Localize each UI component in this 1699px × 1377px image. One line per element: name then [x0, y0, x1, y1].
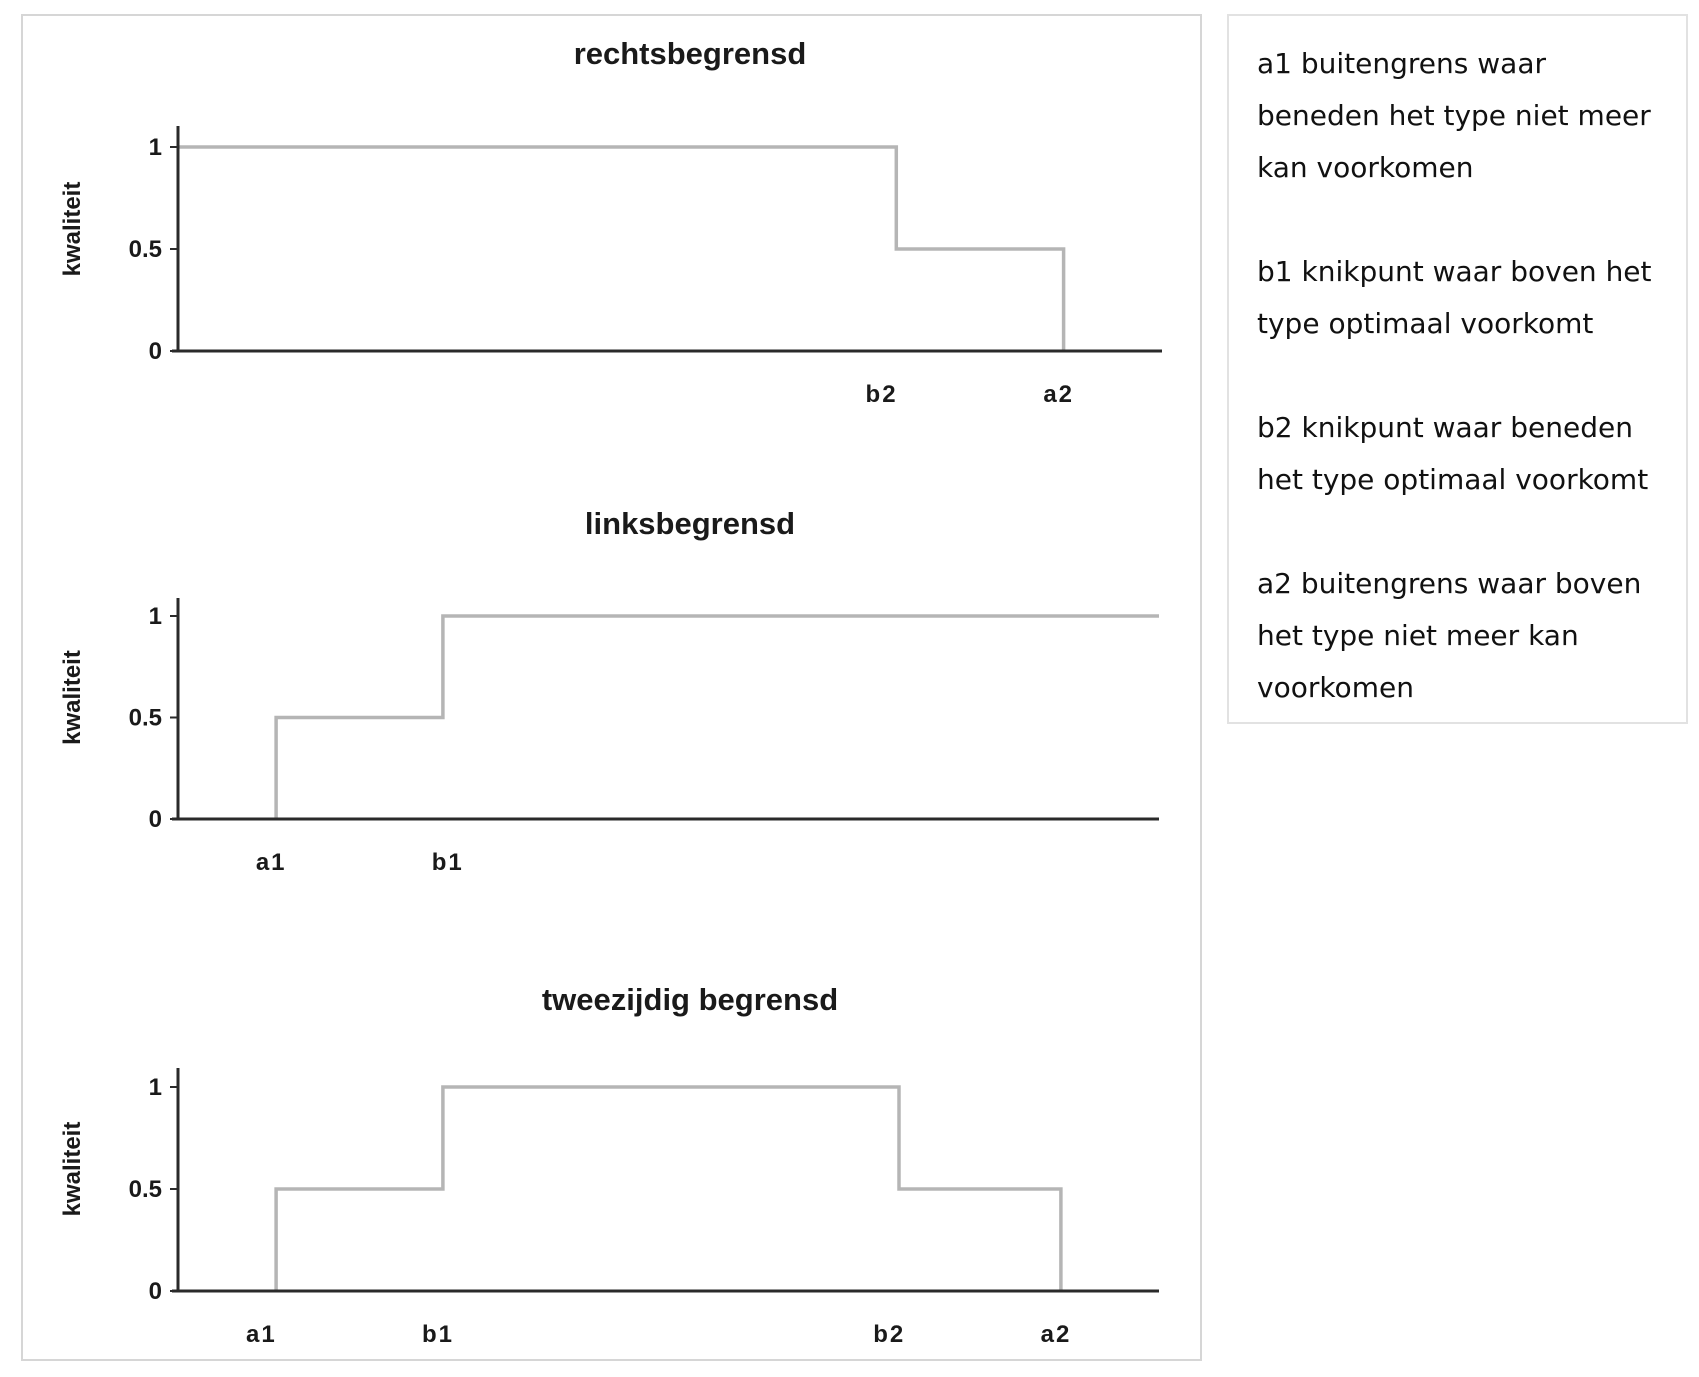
legend-item-b1: b1 knikpunt waar boven het type optimaal…	[1257, 255, 1652, 340]
x-tick-label-a1: a1	[256, 849, 287, 876]
legend-item-a1: a1 buitengrens waar beneden het type nie…	[1257, 47, 1651, 184]
y-tick-label: 0	[149, 1278, 162, 1305]
series-line	[274, 614, 1159, 819]
y-axis-label: kwaliteit	[59, 650, 86, 745]
x-tick-label-a2: a2	[1041, 1321, 1072, 1348]
legend-item-b2: b2 knikpunt waar beneden het type optima…	[1257, 411, 1649, 496]
x-tick-label-a2: a2	[1043, 381, 1074, 408]
y-tick-label: 0.5	[129, 705, 162, 732]
chart-title: linksbegrensd	[585, 506, 795, 541]
y-tick-label: 1	[149, 1074, 162, 1101]
x-tick-label-b2: b2	[866, 381, 898, 408]
y-tick-label: 0	[149, 806, 162, 833]
y-tick-label: 0.5	[129, 236, 162, 263]
y-tick-label: 1	[149, 603, 162, 630]
legend-item-a2: a2 buitengrens waar boven het type niet …	[1257, 567, 1642, 704]
x-tick-label-b1: b1	[422, 1321, 454, 1348]
y-axis-label: kwaliteit	[59, 1122, 86, 1217]
y-tick-label: 0.5	[129, 1176, 162, 1203]
y-tick-label: 1	[149, 134, 162, 161]
y-axis-label: kwaliteit	[59, 182, 86, 277]
chart-title: tweezijdig begrensd	[542, 982, 838, 1017]
series-line	[178, 145, 1066, 351]
x-tick-label-b1: b1	[432, 849, 464, 876]
charts-panel	[21, 14, 1202, 1361]
chart-title: rechtsbegrensd	[574, 36, 807, 71]
legend-panel: a1 buitengrens waar beneden het type nie…	[1227, 14, 1688, 724]
x-tick-label-b2: b2	[873, 1321, 905, 1348]
y-tick-label: 0	[149, 338, 162, 365]
x-tick-label-a1: a1	[246, 1321, 277, 1348]
series-line	[274, 1085, 1063, 1291]
